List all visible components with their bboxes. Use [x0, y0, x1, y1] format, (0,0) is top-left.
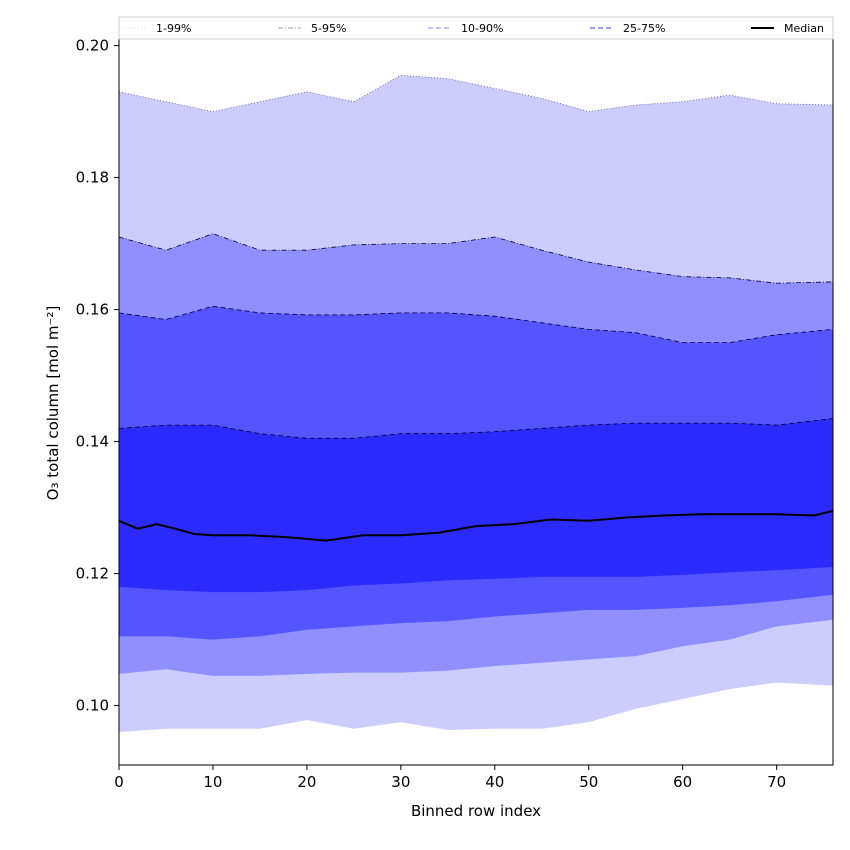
x-tick-label: 0 — [114, 773, 124, 791]
x-tick-label: 60 — [673, 773, 692, 791]
legend-label-2: 10-90% — [461, 22, 503, 35]
y-tick-label: 0.14 — [76, 433, 109, 451]
legend-label-4: Median — [784, 22, 824, 35]
x-tick-label: 30 — [391, 773, 410, 791]
legend: 1-99% 5-95% 10-90% 25-75% Median — [118, 16, 834, 40]
y-tick-label: 0.18 — [76, 169, 109, 187]
x-tick-label: 10 — [203, 773, 222, 791]
median-line — [118, 509, 834, 542]
band-boundary-lines — [118, 74, 834, 439]
x-tick-label: 40 — [485, 773, 504, 791]
y-tick-label: 0.16 — [76, 301, 109, 319]
y-axis-ticks: 0.10 0.12 0.14 0.16 0.18 0.20 — [76, 37, 119, 715]
x-tick-label: 50 — [579, 773, 598, 791]
legend-label-1: 5-95% — [311, 22, 346, 35]
legend-label-0: 1-99% — [156, 22, 191, 35]
band-upper-line-3 — [118, 418, 834, 439]
x-tick-label: 70 — [767, 773, 786, 791]
legend-label-3: 25-75% — [623, 22, 665, 35]
band-area-3 — [119, 418, 833, 593]
x-axis-label: Binned row index — [411, 802, 541, 820]
x-axis-ticks: 0 10 20 30 40 50 60 70 — [114, 765, 786, 791]
y-tick-label: 0.10 — [76, 697, 109, 715]
y-tick-label: 0.12 — [76, 565, 109, 583]
band-upper-line-1 — [118, 233, 834, 284]
y-tick-label: 0.20 — [76, 37, 109, 55]
y-axis-label: O₃ total column [mol m⁻²] — [44, 306, 62, 501]
band-areas — [119, 75, 833, 733]
median-line-group — [118, 509, 834, 542]
legend-box — [118, 16, 834, 40]
band-upper-line-2 — [118, 305, 834, 343]
x-tick-label: 20 — [297, 773, 316, 791]
